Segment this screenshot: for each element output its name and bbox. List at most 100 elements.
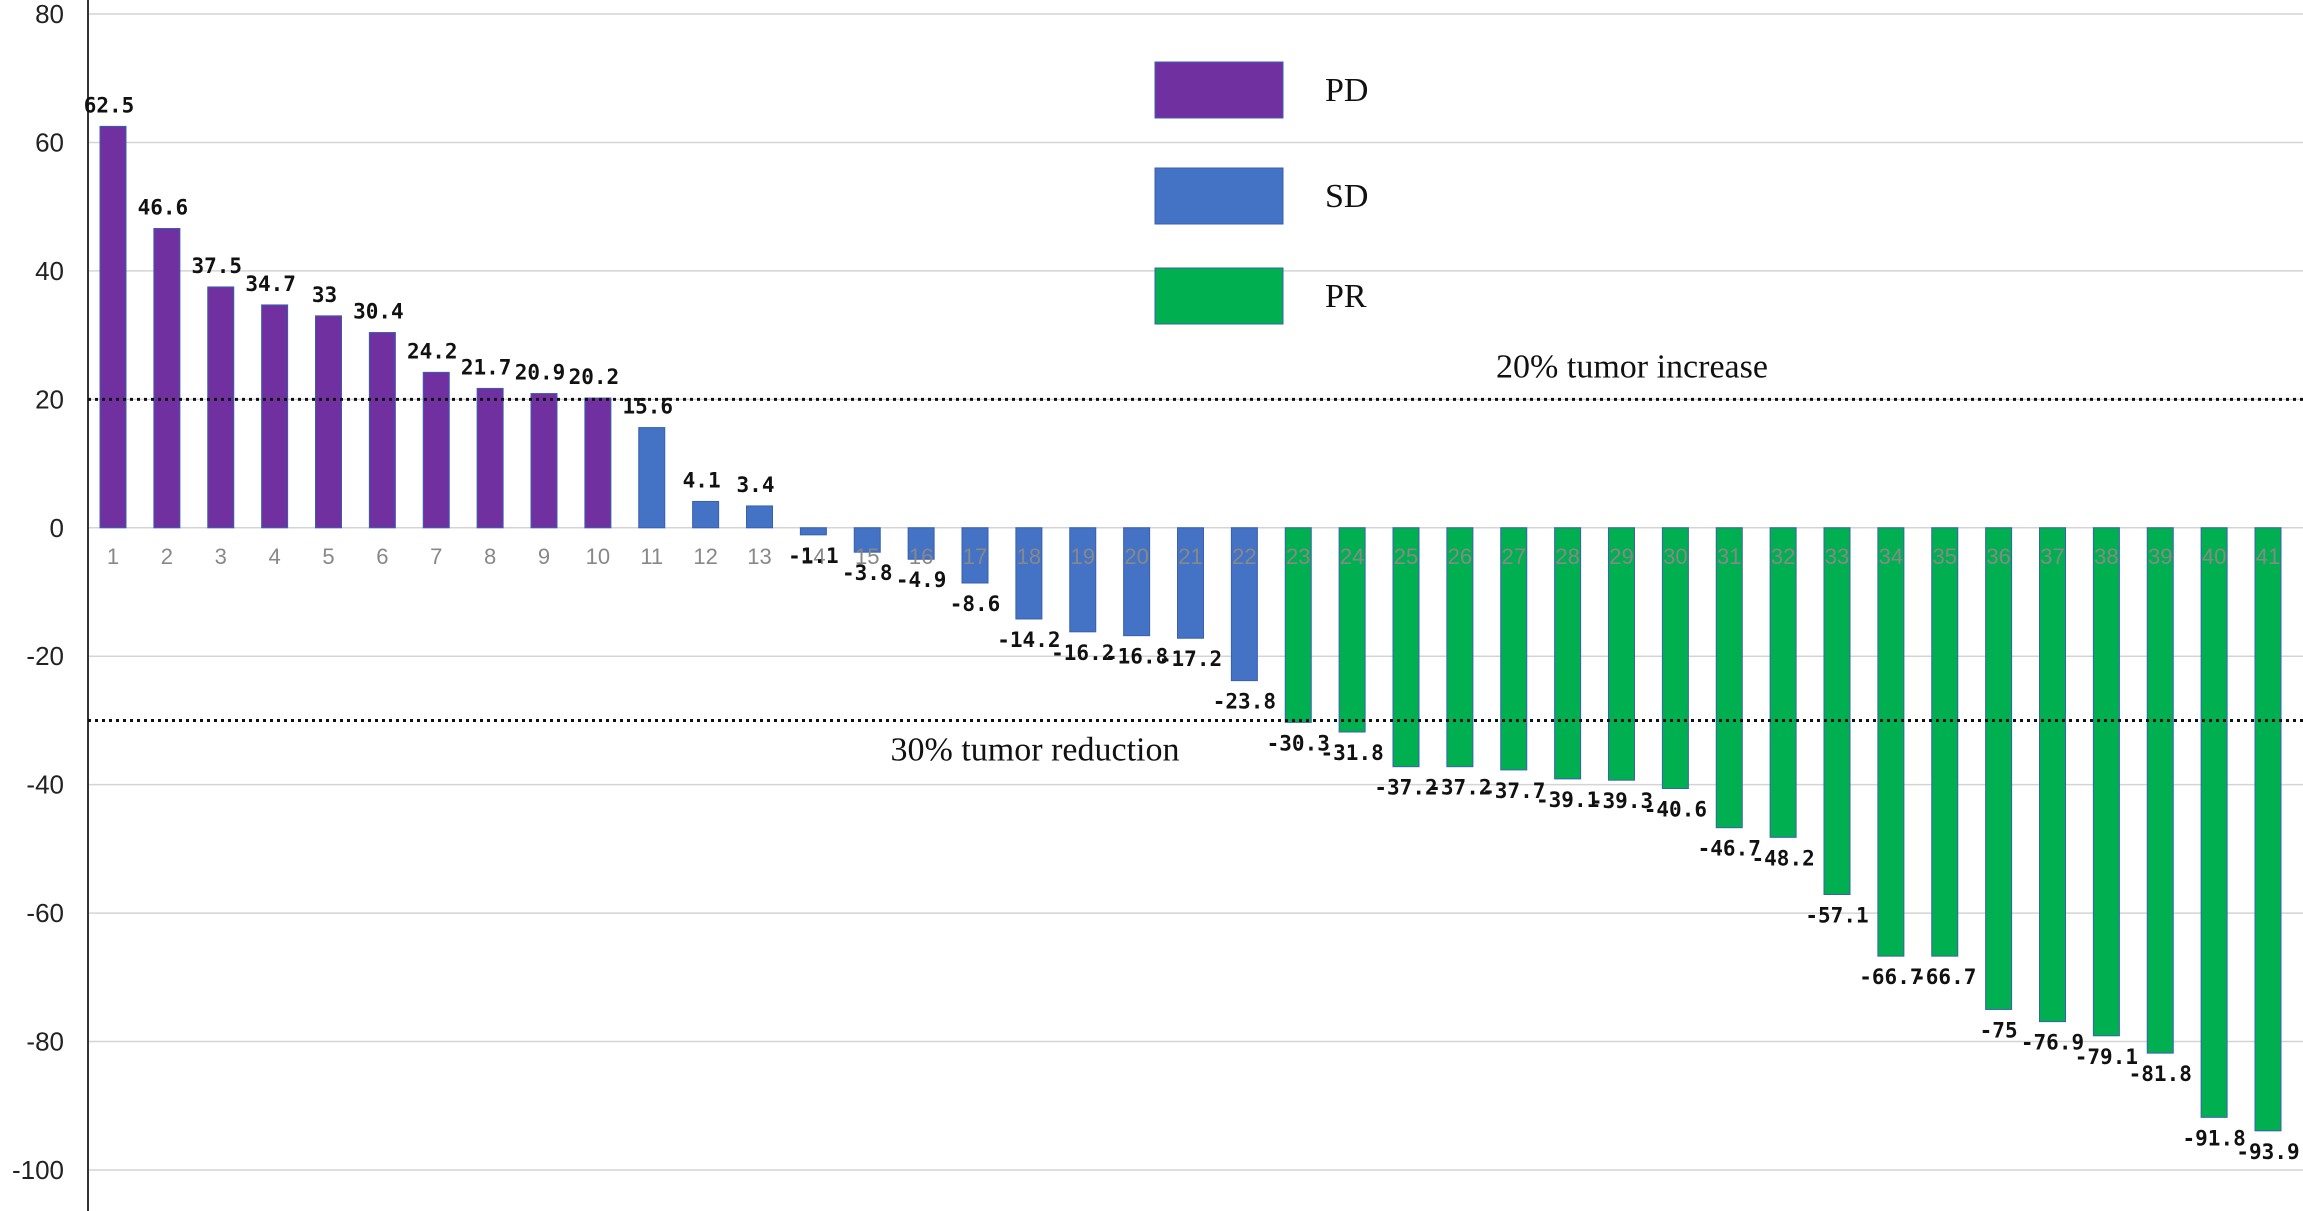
bar — [746, 505, 773, 529]
data-label: -93.9 — [2236, 1140, 2299, 1164]
data-label: -39.1 — [1536, 788, 1599, 812]
x-category-label: 11 — [640, 544, 663, 569]
reference-line-layer: 20% tumor increase 30% tumor reduction — [88, 348, 2303, 768]
bar — [1392, 527, 1420, 768]
x-category-label: 28 — [1555, 544, 1579, 569]
x-category-label: 33 — [1825, 544, 1849, 569]
data-label: -31.8 — [1321, 741, 1384, 765]
x-category-label: 19 — [1071, 544, 1095, 569]
data-label: -91.8 — [2183, 1126, 2246, 1150]
x-category-label: 39 — [2148, 544, 2172, 569]
x-category-label: 7 — [430, 544, 442, 569]
bar — [1931, 527, 1959, 957]
y-tick-label: -80 — [26, 1027, 64, 1057]
bar — [422, 371, 450, 529]
y-tick-label: 0 — [50, 513, 64, 543]
bar — [1230, 527, 1258, 682]
legend-swatch — [1154, 61, 1284, 119]
data-label: -39.3 — [1590, 789, 1653, 813]
data-label: 3.4 — [737, 473, 775, 497]
x-category-label: 4 — [269, 544, 281, 569]
bar — [2254, 527, 2282, 1132]
data-label: -79.1 — [2075, 1045, 2138, 1069]
bar — [1338, 527, 1366, 733]
data-label: -37.2 — [1428, 776, 1491, 800]
bar — [207, 286, 235, 529]
data-label: 33 — [312, 283, 337, 307]
x-category-label: 40 — [2202, 544, 2226, 569]
x-category-label: 9 — [538, 544, 550, 569]
data-label: -81.8 — [2129, 1062, 2192, 1086]
y-tick-label: -60 — [26, 898, 64, 928]
x-category-label: 17 — [963, 544, 987, 569]
data-label-layer: 162.5246.6337.5434.7533630.4724.2821.792… — [84, 93, 2300, 1163]
bar — [1661, 527, 1689, 790]
x-category-label: 14 — [801, 544, 825, 569]
x-category-label: 13 — [747, 544, 771, 569]
bar — [692, 500, 720, 529]
x-category-label: 34 — [1879, 544, 1903, 569]
x-category-label: 12 — [693, 544, 717, 569]
y-tick-label: -100 — [12, 1155, 64, 1185]
bar — [315, 315, 342, 529]
data-label: -17.2 — [1159, 647, 1222, 671]
data-label: 62.5 — [84, 93, 135, 117]
data-label: 4.1 — [683, 468, 721, 492]
y-tick-label: 60 — [35, 127, 64, 157]
x-category-label: 16 — [909, 544, 933, 569]
data-label: -40.6 — [1644, 798, 1707, 822]
data-label: -37.2 — [1374, 776, 1437, 800]
bar — [799, 527, 827, 536]
y-tick-label: 20 — [35, 384, 64, 414]
data-label: -4.9 — [896, 568, 947, 592]
data-label: 15.6 — [622, 395, 673, 419]
bar — [2200, 527, 2228, 1118]
bar — [2092, 527, 2120, 1037]
x-category-label: 41 — [2256, 544, 2280, 569]
data-label: -46.7 — [1698, 837, 1761, 861]
bar — [153, 228, 181, 529]
data-label: 20.9 — [515, 361, 566, 385]
x-category-label: 8 — [484, 544, 496, 569]
bar — [1015, 527, 1043, 620]
data-label: 20.2 — [569, 365, 620, 389]
reference-line-label: 30% tumor reduction — [891, 731, 1180, 768]
y-tick-label: 40 — [35, 256, 64, 286]
bar — [1554, 527, 1582, 780]
x-category-label: 1 — [107, 544, 119, 569]
y-tick-label: 80 — [35, 0, 64, 29]
x-category-label: 10 — [586, 544, 610, 569]
data-label: -57.1 — [1805, 903, 1868, 927]
data-label: 21.7 — [461, 355, 512, 379]
x-category-label: 5 — [322, 544, 334, 569]
x-category-label: 21 — [1178, 544, 1202, 569]
x-category-label: 37 — [2040, 544, 2064, 569]
data-label: -1.1 — [788, 544, 839, 568]
y-tick-label: -40 — [26, 770, 64, 800]
bar — [907, 527, 935, 560]
data-label: -23.8 — [1213, 690, 1276, 714]
bar — [1500, 527, 1528, 771]
data-label: -16.2 — [1051, 641, 1114, 665]
data-label: -66.7 — [1913, 965, 1976, 989]
bar — [1985, 527, 2013, 1010]
x-category-label: 31 — [1717, 544, 1741, 569]
reference-line-label: 20% tumor increase — [1496, 348, 1768, 385]
x-category-label: 3 — [215, 544, 227, 569]
x-category-label: 18 — [1017, 544, 1041, 569]
legend-swatch — [1154, 167, 1284, 225]
bar — [1769, 527, 1797, 838]
data-label: -75 — [1980, 1018, 2018, 1042]
bar — [638, 427, 666, 529]
data-label: -37.7 — [1482, 779, 1545, 803]
x-category-label: 2 — [161, 544, 173, 569]
bar — [584, 397, 612, 529]
data-label: -3.8 — [842, 561, 893, 585]
x-category-label: 23 — [1286, 544, 1310, 569]
y-tick-label: -20 — [26, 641, 64, 671]
x-category-label: 27 — [1502, 544, 1526, 569]
data-label: 34.7 — [245, 272, 296, 296]
bar — [476, 387, 504, 529]
